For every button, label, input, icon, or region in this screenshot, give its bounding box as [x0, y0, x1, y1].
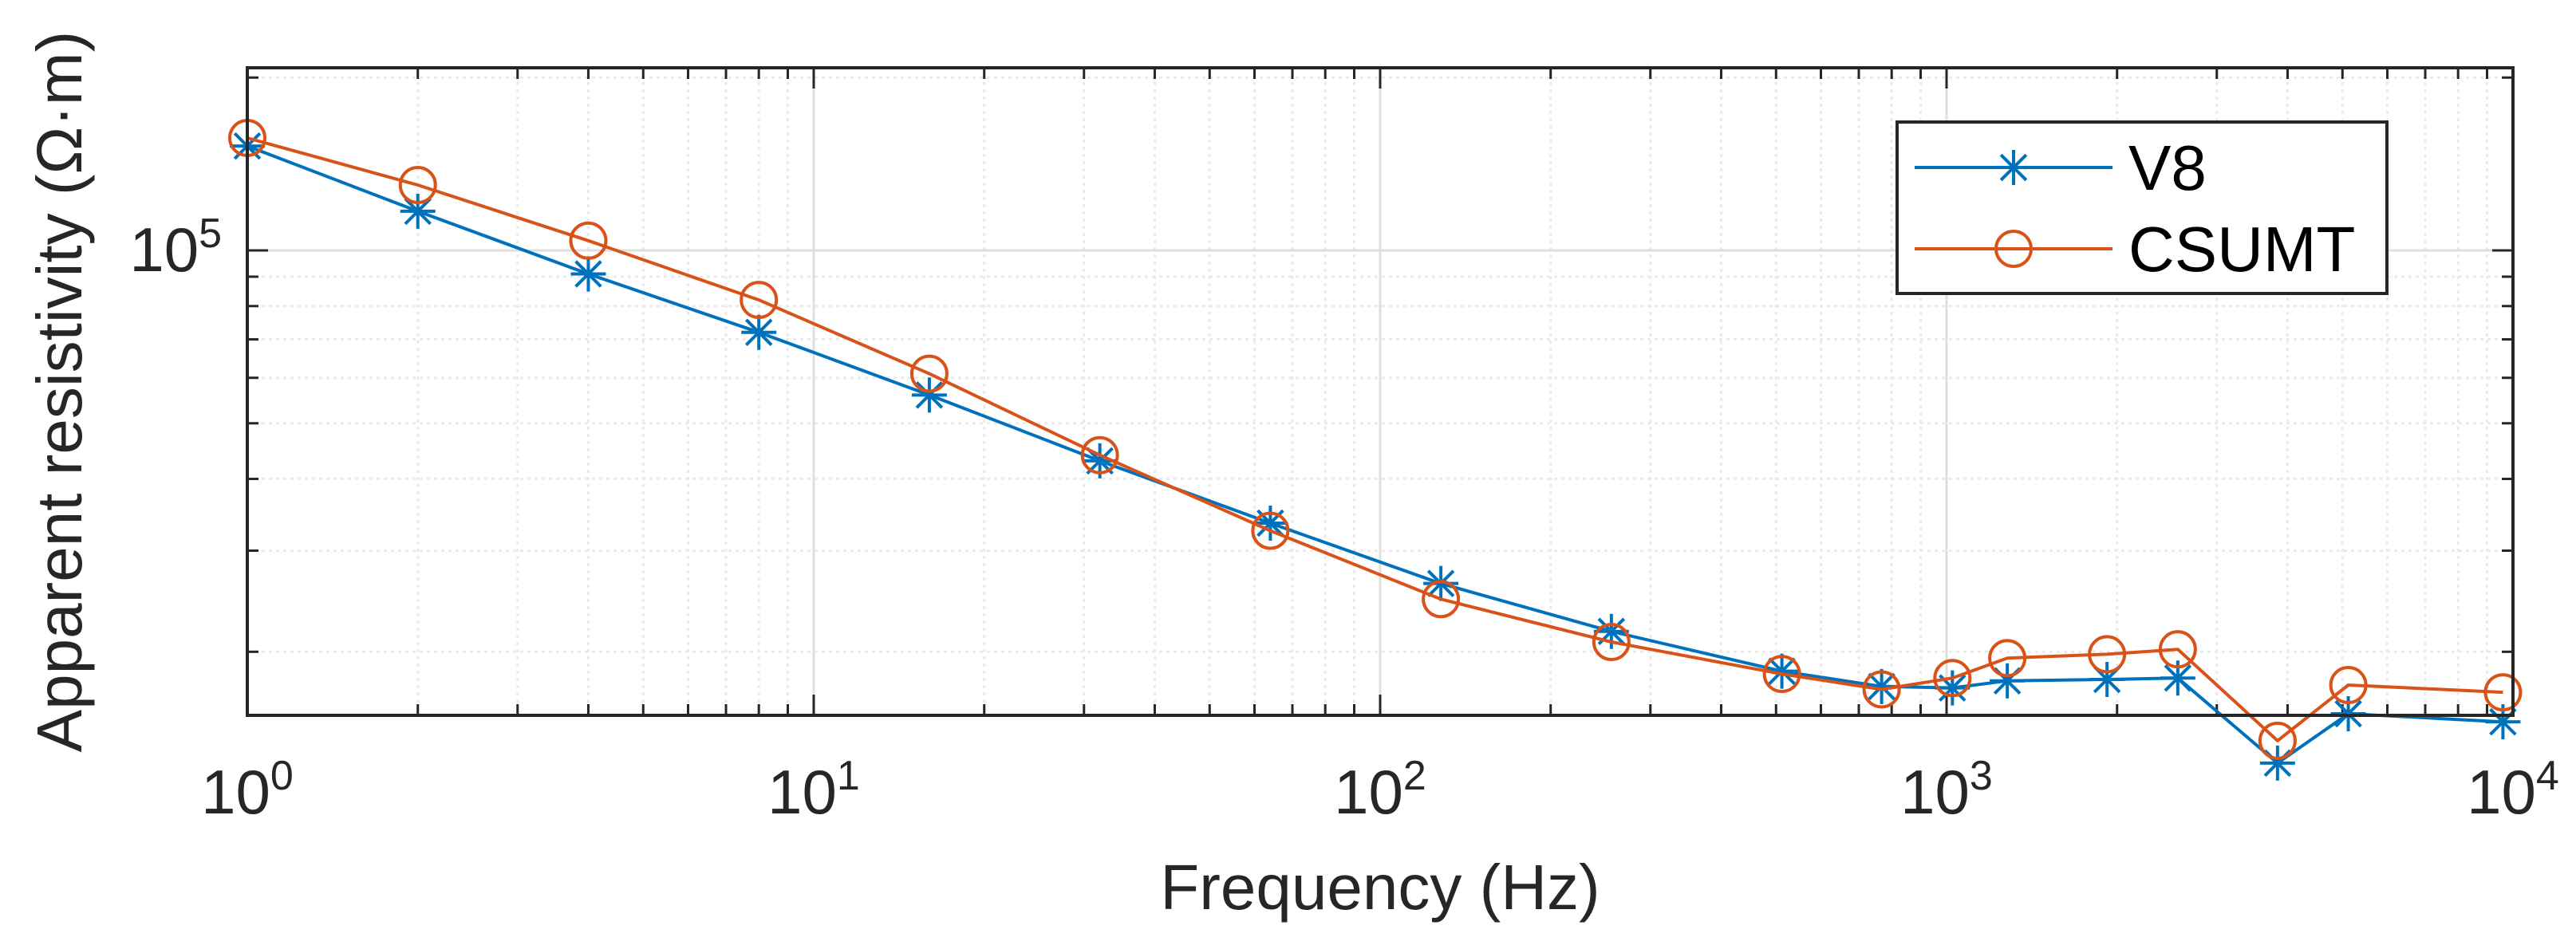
data-point-csumt: [2158, 630, 2197, 669]
asterisk-stroke: [2334, 699, 2362, 728]
x-tick-base: 10: [201, 757, 270, 827]
data-point-v8: [2485, 704, 2521, 740]
x-axis-title: Frequency (Hz): [1160, 852, 1600, 923]
data-point-csumt: [909, 354, 949, 393]
legend-label-csumt: CSUMT: [2128, 214, 2355, 285]
legend-marker-v8: [1996, 150, 2031, 185]
data-point-csumt: [2258, 721, 2297, 760]
x-tick-base: 10: [2467, 757, 2536, 827]
data-point-csumt: [2483, 673, 2523, 712]
data-point-csumt: [2088, 635, 2127, 674]
series-layer: [228, 118, 2523, 781]
x-tick-label: 103: [1900, 753, 1993, 827]
asterisk-stroke: [1426, 569, 1455, 597]
legend-label-v8: V8: [2128, 132, 2207, 203]
data-point-v8: [741, 314, 777, 350]
x-tick-exponent: 0: [270, 753, 294, 799]
y-axis-title: Apparent resistivity (Ω·m): [24, 31, 95, 752]
series-line-v8: [247, 144, 2503, 765]
data-point-v8: [2330, 695, 2366, 731]
legend-entry-csumt: CSUMT: [1915, 214, 2355, 285]
asterisk-stroke: [915, 381, 944, 409]
data-point-csumt: [1933, 659, 1972, 698]
x-tick-exponent: 2: [1403, 753, 1426, 799]
data-point-csumt: [2329, 666, 2368, 705]
y-tick-label: 105: [129, 211, 222, 285]
x-tick-label: 101: [767, 753, 860, 827]
data-point-csumt: [398, 165, 437, 204]
series-line-csumt: [247, 136, 2503, 742]
asterisk-stroke: [1939, 674, 1967, 702]
data-point-v8: [570, 256, 606, 292]
asterisk-stroke: [2164, 664, 2192, 692]
legend: V8 CSUMT: [1896, 120, 2389, 295]
x-tick-label: 104: [2467, 753, 2559, 827]
asterisk-stroke: [744, 318, 773, 346]
plot-area-frame: [246, 66, 2515, 717]
legend-box: [1896, 120, 2389, 295]
x-tick-exponent: 1: [837, 753, 860, 799]
legend-entries: V8 CSUMT: [1915, 132, 2355, 285]
data-point-v8: [1423, 565, 1459, 601]
asterisk-stroke: [404, 197, 432, 226]
asterisk-stroke: [1868, 672, 1896, 701]
y-tick-base: 10: [129, 215, 199, 285]
x-tick-exponent: 4: [2536, 753, 2559, 799]
x-tick-label: 102: [1334, 753, 1426, 827]
asterisk-stroke: [1768, 657, 1796, 685]
grid: [246, 68, 2513, 715]
x-tick-base: 10: [1900, 757, 1970, 827]
x-tick-label: 100: [201, 753, 294, 827]
x-tick-exponent: 3: [1970, 753, 1993, 799]
data-point-v8: [1935, 670, 1970, 706]
data-point-v8: [1990, 663, 2026, 699]
legend-entry-v8: V8: [1915, 132, 2207, 203]
asterisk-stroke: [574, 260, 602, 288]
y-tick-exponent: 5: [199, 211, 222, 257]
data-point-csumt: [1592, 623, 1631, 662]
series-csumt: [228, 118, 2523, 760]
asterisk-stroke: [2489, 707, 2517, 736]
data-point-csumt: [1080, 435, 1119, 475]
data-point-csumt: [1988, 639, 2027, 678]
data-point-csumt: [569, 221, 608, 260]
asterisk-stroke: [1999, 153, 2028, 182]
data-point-v8: [911, 377, 947, 413]
data-point-csumt: [740, 281, 779, 320]
data-point-csumt: [1762, 655, 1801, 694]
data-point-csumt: [1862, 670, 1901, 709]
data-point-v8: [2259, 745, 2295, 781]
data-point-v8: [400, 193, 436, 229]
data-point-csumt: [1422, 580, 1461, 619]
data-point-csumt: [1251, 511, 1290, 550]
x-tick-base: 10: [1334, 757, 1403, 827]
x-tick-base: 10: [767, 757, 837, 827]
legend-marker-csumt: [1994, 230, 2033, 268]
